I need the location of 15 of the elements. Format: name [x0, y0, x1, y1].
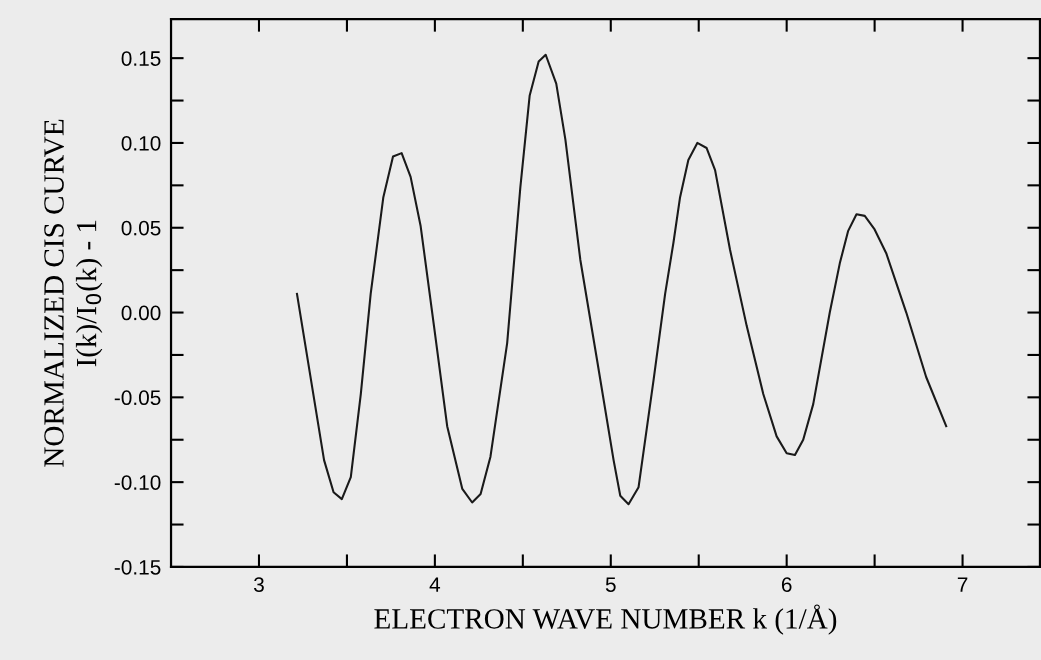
x-tick-label: 3: [253, 577, 264, 592]
line-series: [295, 53, 948, 506]
y-tick-label: 0.10: [121, 135, 161, 151]
x-tick-label: 7: [957, 577, 968, 592]
x-axis-title: ELECTRON WAVE NUMBER k (1/Å): [374, 604, 837, 635]
y-tick-label: 0.15: [121, 51, 161, 66]
x-tick-label: 5: [605, 577, 616, 592]
x-tick-label: 4: [429, 577, 441, 592]
y-axis-title: NORMALIZED CIS CURVE I(k)/I$_{0}$(k) - 1: [44, 119, 103, 467]
y-tick-label: 0.05: [121, 220, 161, 236]
x-tick-label: 6: [781, 577, 792, 592]
y-tick-label: -0.05: [114, 390, 161, 406]
y-tick-label: -0.15: [114, 559, 161, 575]
y-tick-label: -0.10: [114, 475, 161, 490]
y-tick-label: 0.00: [121, 305, 161, 321]
